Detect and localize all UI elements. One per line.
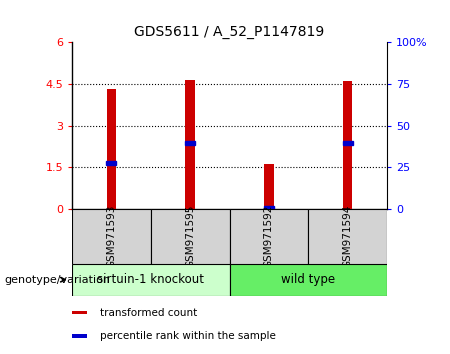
Bar: [308, 209, 387, 264]
Bar: [106, 161, 117, 165]
Bar: [342, 141, 353, 145]
Bar: [185, 80, 195, 209]
Text: GSM971594: GSM971594: [342, 205, 353, 268]
Bar: [264, 206, 274, 209]
Bar: [72, 264, 230, 296]
Text: wild type: wild type: [281, 273, 335, 286]
Bar: [72, 209, 151, 264]
Bar: [107, 89, 116, 209]
Bar: [185, 141, 195, 145]
Bar: [151, 209, 230, 264]
Bar: [343, 81, 352, 209]
Bar: [72, 310, 87, 314]
Text: GSM971592: GSM971592: [264, 205, 274, 268]
Text: percentile rank within the sample: percentile rank within the sample: [100, 331, 276, 341]
Bar: [72, 335, 87, 338]
Bar: [264, 165, 274, 209]
Text: sirtuin-1 knockout: sirtuin-1 knockout: [97, 273, 204, 286]
Text: genotype/variation: genotype/variation: [4, 275, 111, 285]
Text: transformed count: transformed count: [100, 308, 198, 318]
Text: GSM971595: GSM971595: [185, 205, 195, 268]
Bar: [230, 264, 387, 296]
Bar: [230, 209, 308, 264]
Text: GSM971593: GSM971593: [106, 205, 117, 268]
Title: GDS5611 / A_52_P1147819: GDS5611 / A_52_P1147819: [135, 25, 324, 39]
